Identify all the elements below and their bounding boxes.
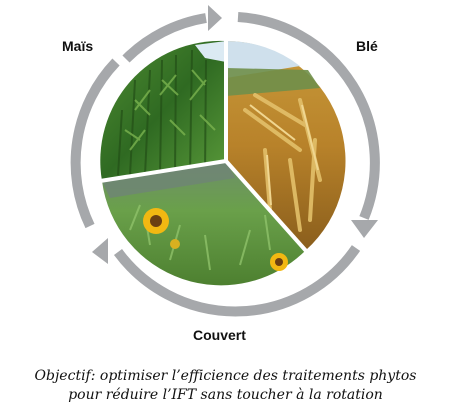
slice-dividers xyxy=(99,39,309,254)
rotation-diagram xyxy=(70,5,380,317)
sunflower-bud-icon xyxy=(170,239,180,249)
caption-line-1: Objectif: optimiser l’efficience des tra… xyxy=(34,368,417,384)
arrowhead-left-icon xyxy=(92,238,108,264)
label-ble: Blé xyxy=(356,38,378,54)
sunflower-icon xyxy=(143,208,169,234)
caption: Objectif: optimiser l’efficience des tra… xyxy=(0,367,451,405)
arrowhead-down-icon xyxy=(351,220,378,238)
arrow-couvert-to-mais xyxy=(113,245,361,317)
label-couvert: Couvert xyxy=(193,327,246,343)
label-mais: Maïs xyxy=(62,38,94,54)
rotation-arrows xyxy=(70,12,380,317)
couvert-slice xyxy=(102,161,306,286)
ble-slice xyxy=(226,40,346,250)
arrowhead-right-icon xyxy=(208,5,222,31)
arrow-mais-to-ble xyxy=(122,13,207,63)
mais-slice xyxy=(100,40,226,181)
arrow-return-to-mais xyxy=(70,58,120,229)
caption-line-2: pour réduire l’IFT sans toucher à la rot… xyxy=(68,387,383,403)
sunflower-small-icon xyxy=(270,253,288,271)
arrow-ble-to-couvert xyxy=(237,12,380,220)
